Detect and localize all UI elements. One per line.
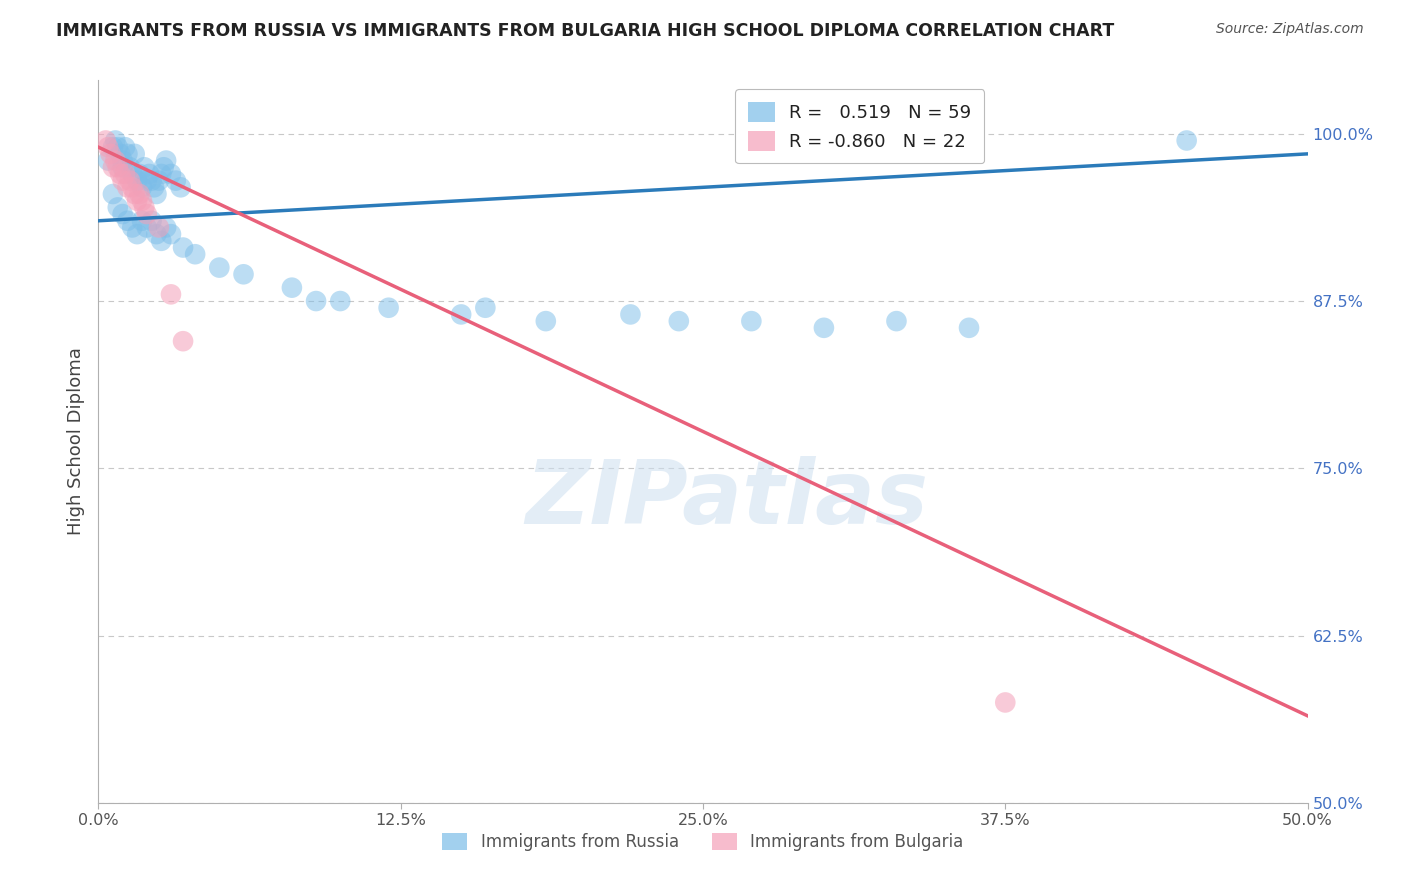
- Point: [97, 153, 120, 168]
- Point: [94, 134, 117, 148]
- Point: [131, 180, 153, 194]
- Point: [152, 161, 174, 175]
- Point: [121, 180, 143, 194]
- Point: [957, 321, 980, 335]
- Point: [150, 167, 173, 181]
- Point: [155, 153, 177, 168]
- Point: [141, 174, 163, 188]
- Point: [101, 161, 124, 175]
- Point: [107, 140, 129, 154]
- Point: [104, 153, 127, 168]
- Point: [165, 174, 187, 188]
- Point: [134, 161, 156, 175]
- Point: [172, 241, 194, 255]
- Point: [117, 180, 139, 194]
- Point: [128, 187, 150, 202]
- Point: [111, 161, 134, 175]
- Point: [994, 696, 1017, 710]
- Point: [184, 247, 207, 261]
- Text: ZIPatlas: ZIPatlas: [526, 456, 929, 543]
- Point: [668, 314, 690, 328]
- Point: [128, 167, 150, 181]
- Point: [101, 140, 124, 154]
- Point: [134, 201, 156, 215]
- Point: [160, 227, 183, 241]
- Point: [172, 334, 194, 349]
- Point: [1175, 134, 1198, 148]
- Point: [111, 207, 134, 221]
- Point: [131, 214, 153, 228]
- Point: [107, 201, 129, 215]
- Legend: Immigrants from Russia, Immigrants from Bulgaria: Immigrants from Russia, Immigrants from …: [434, 825, 972, 860]
- Y-axis label: High School Diploma: High School Diploma: [66, 348, 84, 535]
- Point: [155, 220, 177, 235]
- Point: [145, 187, 167, 202]
- Text: Source: ZipAtlas.com: Source: ZipAtlas.com: [1216, 22, 1364, 37]
- Point: [131, 194, 153, 208]
- Point: [101, 187, 124, 202]
- Point: [138, 167, 160, 181]
- Point: [100, 146, 122, 161]
- Point: [114, 167, 136, 181]
- Point: [150, 234, 173, 248]
- Point: [111, 174, 134, 188]
- Point: [127, 194, 149, 208]
- Point: [148, 220, 170, 235]
- Point: [534, 314, 557, 328]
- Point: [127, 174, 149, 188]
- Point: [108, 167, 131, 181]
- Point: [127, 227, 149, 241]
- Point: [145, 227, 167, 241]
- Point: [135, 174, 157, 188]
- Point: [124, 146, 146, 161]
- Point: [107, 161, 129, 175]
- Point: [813, 321, 835, 335]
- Point: [121, 220, 143, 235]
- Point: [377, 301, 399, 315]
- Point: [740, 314, 762, 328]
- Point: [474, 301, 496, 315]
- Point: [118, 174, 141, 188]
- Point: [619, 308, 641, 322]
- Point: [232, 268, 254, 282]
- Point: [104, 134, 127, 148]
- Point: [135, 220, 157, 235]
- Point: [329, 294, 352, 309]
- Point: [886, 314, 908, 328]
- Point: [450, 308, 472, 322]
- Point: [111, 153, 134, 168]
- Point: [281, 280, 304, 294]
- Point: [117, 146, 139, 161]
- Point: [169, 180, 191, 194]
- Point: [143, 180, 166, 194]
- Point: [305, 294, 328, 309]
- Point: [160, 287, 183, 301]
- Point: [108, 146, 131, 161]
- Point: [114, 140, 136, 154]
- Point: [117, 214, 139, 228]
- Point: [121, 167, 143, 181]
- Point: [160, 167, 183, 181]
- Point: [118, 161, 141, 175]
- Text: IMMIGRANTS FROM RUSSIA VS IMMIGRANTS FROM BULGARIA HIGH SCHOOL DIPLOMA CORRELATI: IMMIGRANTS FROM RUSSIA VS IMMIGRANTS FRO…: [56, 22, 1115, 40]
- Point: [148, 174, 170, 188]
- Point: [97, 140, 120, 154]
- Point: [141, 214, 163, 228]
- Point: [124, 187, 146, 202]
- Point: [208, 260, 231, 275]
- Point: [135, 207, 157, 221]
